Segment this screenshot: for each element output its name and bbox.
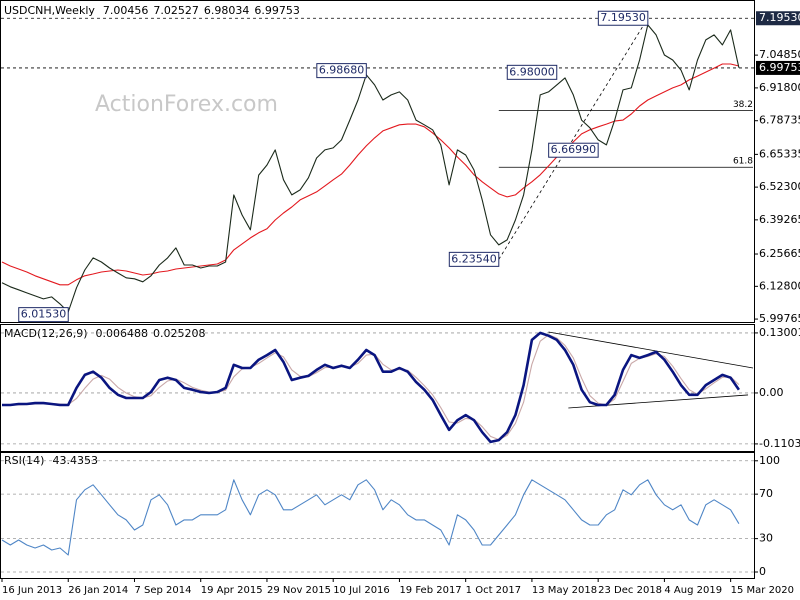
panel-title: USDCNH,Weekly <box>4 4 95 17</box>
y-tick-label: 70 <box>759 487 773 500</box>
annotation-box <box>548 142 599 158</box>
header-value: 6.99753 <box>254 4 300 17</box>
header-value: 7.02527 <box>153 4 199 17</box>
y-tick-label: -0.110346 <box>759 437 800 450</box>
annotation-label: 6.98000 <box>509 65 555 78</box>
x-tick-label: 29 Nov 2015 <box>267 585 331 596</box>
y-tick-label: 6.39265 <box>759 213 800 226</box>
annotation-label: 6.01530 <box>21 308 67 321</box>
x-tick-label: 15 Mar 2020 <box>731 585 794 596</box>
x-tick-label: 13 May 2018 <box>532 585 597 596</box>
y-tick-label: 6.78735 <box>759 114 800 127</box>
panel-title: MACD(12,26,9) <box>4 327 88 340</box>
annotation-box <box>448 251 500 267</box>
trendline <box>548 331 754 369</box>
price-box-label: 6.99753 <box>759 61 800 74</box>
x-tick-label: 10 Jul 2016 <box>333 585 390 596</box>
y-tick-label: 6.12800 <box>759 279 800 292</box>
x-tick-label: 7 Sep 2014 <box>134 585 191 596</box>
x-tick-label: 26 Jan 2014 <box>68 585 128 596</box>
price-panel <box>0 0 755 323</box>
annotation-box <box>316 63 367 79</box>
series-line <box>2 334 740 441</box>
annotation-box <box>506 64 558 80</box>
panel-title: RSI(14) <box>4 454 44 467</box>
series-line <box>1 479 740 556</box>
y-tick-label: 0.00 <box>759 386 784 399</box>
annotation-label: 6.66990 <box>551 143 597 156</box>
price-box <box>756 11 800 26</box>
series-line <box>1 63 740 286</box>
header-value: 0.006488 <box>96 327 149 340</box>
y-tick-label: 6.52300 <box>759 180 800 193</box>
fib-label: 38.2 <box>733 100 753 110</box>
macd-panel <box>0 324 755 452</box>
x-tick-label: 23 Dec 2018 <box>598 585 662 596</box>
annotation-label: 7.19530 <box>600 11 646 24</box>
annotation-label: 6.23540 <box>451 252 497 265</box>
y-tick-label: 7.04850 <box>759 48 800 61</box>
fib-label: 61.8 <box>733 157 753 167</box>
rsi-panel <box>0 452 755 579</box>
x-tick-label: 19 Feb 2017 <box>399 585 461 596</box>
x-tick-label: 4 Aug 2019 <box>664 585 722 596</box>
y-tick-label: 0.130015 <box>759 326 800 339</box>
series-line <box>1 24 740 313</box>
y-tick-label: 5.99765 <box>759 312 800 325</box>
annotation-box <box>597 10 649 26</box>
y-tick-label: 100 <box>759 454 780 467</box>
header-value: 0.025208 <box>153 327 206 340</box>
header-value: 7.00456 <box>103 4 149 17</box>
y-tick-label: 6.65335 <box>759 147 800 160</box>
header-value: 6.98034 <box>204 4 250 17</box>
y-tick-label: 6.91800 <box>759 81 800 94</box>
x-tick-label: 1 Oct 2017 <box>466 585 521 596</box>
x-tick-label: 16 Jun 2013 <box>2 585 62 596</box>
y-tick-label: 6.25665 <box>759 247 800 260</box>
x-tick-label: 19 Apr 2015 <box>201 585 263 596</box>
watermark: ActionForex.com <box>95 92 278 117</box>
annotation-box <box>18 307 69 323</box>
price-box <box>756 60 800 75</box>
y-tick-label: 30 <box>759 532 773 545</box>
series-line <box>2 331 740 444</box>
price-box-label: 7.19530 <box>759 11 800 24</box>
trendline <box>498 18 649 260</box>
annotation-label: 6.98680 <box>319 64 365 77</box>
y-tick-label: 0 <box>759 565 766 578</box>
